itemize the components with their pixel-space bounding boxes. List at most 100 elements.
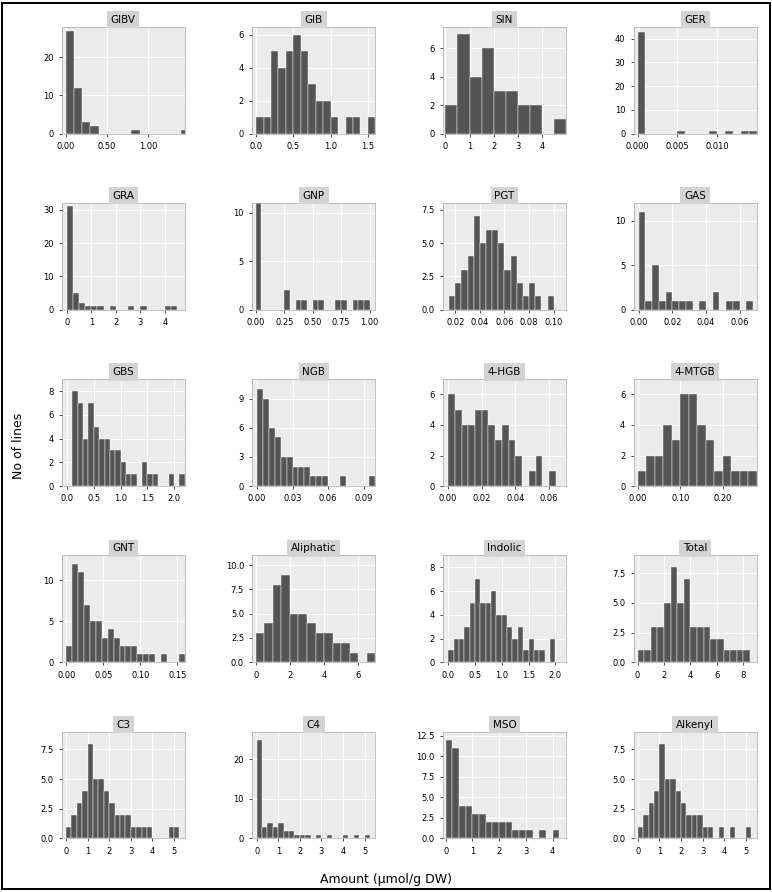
Bar — [703, 827, 708, 838]
Bar — [507, 627, 513, 662]
Bar — [97, 307, 103, 310]
Bar — [553, 830, 559, 838]
Title: MSO: MSO — [493, 720, 516, 730]
Bar — [513, 830, 519, 838]
Bar — [459, 805, 466, 838]
Bar — [286, 457, 293, 486]
Bar — [547, 296, 554, 310]
Bar — [469, 603, 475, 662]
Bar — [638, 471, 646, 486]
Bar — [549, 471, 556, 486]
Bar — [719, 827, 724, 838]
Bar — [648, 803, 654, 838]
Bar — [472, 814, 479, 838]
Bar — [353, 300, 358, 310]
Bar — [462, 425, 469, 486]
Bar — [681, 803, 686, 838]
Title: GRA: GRA — [112, 191, 134, 201]
Bar — [448, 394, 455, 486]
Bar — [307, 624, 316, 662]
Bar — [256, 203, 262, 310]
Bar — [518, 105, 530, 134]
Bar — [144, 654, 149, 662]
Bar — [706, 441, 714, 486]
Bar — [709, 131, 717, 134]
Bar — [680, 394, 689, 486]
Bar — [181, 129, 189, 134]
Title: SIN: SIN — [496, 14, 513, 25]
Bar — [676, 791, 681, 838]
Bar — [364, 835, 370, 838]
Bar — [267, 822, 273, 838]
Bar — [468, 256, 474, 310]
Bar — [746, 827, 751, 838]
Bar — [743, 650, 750, 662]
Bar — [131, 475, 137, 486]
Bar — [153, 475, 158, 486]
Bar — [550, 639, 555, 662]
Bar — [445, 105, 458, 134]
Bar — [638, 827, 643, 838]
Bar — [523, 296, 529, 310]
Bar — [91, 307, 97, 310]
Title: GIB: GIB — [305, 14, 323, 25]
Bar — [169, 475, 174, 486]
Bar — [89, 403, 94, 486]
Bar — [340, 476, 346, 486]
Bar — [690, 627, 697, 662]
Bar — [283, 830, 289, 838]
Bar — [665, 779, 670, 838]
Bar — [318, 300, 324, 310]
Bar — [330, 117, 338, 134]
Bar — [469, 77, 482, 134]
Bar — [502, 425, 509, 486]
Bar — [305, 835, 310, 838]
Bar — [343, 835, 348, 838]
Bar — [316, 835, 321, 838]
Bar — [495, 441, 502, 486]
Bar — [699, 301, 706, 310]
Bar — [79, 303, 85, 310]
Bar — [445, 739, 452, 838]
Bar — [638, 212, 645, 310]
Bar — [449, 296, 455, 310]
Bar — [499, 822, 506, 838]
Bar — [78, 572, 84, 662]
Bar — [513, 639, 518, 662]
Text: No of lines: No of lines — [12, 413, 25, 479]
Bar — [341, 300, 347, 310]
Bar — [72, 564, 78, 662]
Bar — [452, 748, 459, 838]
Bar — [282, 574, 290, 662]
Bar — [455, 283, 462, 310]
Bar — [740, 131, 749, 134]
Bar — [529, 471, 536, 486]
Bar — [77, 803, 83, 838]
Bar — [316, 101, 323, 134]
Bar — [294, 835, 300, 838]
Bar — [299, 614, 307, 662]
Bar — [293, 35, 301, 134]
Bar — [269, 428, 275, 486]
Bar — [516, 283, 523, 310]
Bar — [475, 579, 480, 662]
Bar — [137, 654, 144, 662]
Bar — [643, 814, 648, 838]
Bar — [459, 639, 465, 662]
Bar — [171, 307, 178, 310]
Bar — [664, 603, 671, 662]
Bar — [516, 456, 522, 486]
Bar — [646, 456, 655, 486]
Bar — [130, 827, 136, 838]
Bar — [747, 301, 753, 310]
Bar — [714, 471, 723, 486]
Bar — [278, 822, 283, 838]
Bar — [279, 68, 286, 134]
Bar — [672, 441, 680, 486]
Bar — [126, 475, 131, 486]
Bar — [644, 650, 651, 662]
Bar — [730, 650, 736, 662]
Bar — [310, 476, 317, 486]
Bar — [179, 475, 185, 486]
Bar — [479, 814, 486, 838]
